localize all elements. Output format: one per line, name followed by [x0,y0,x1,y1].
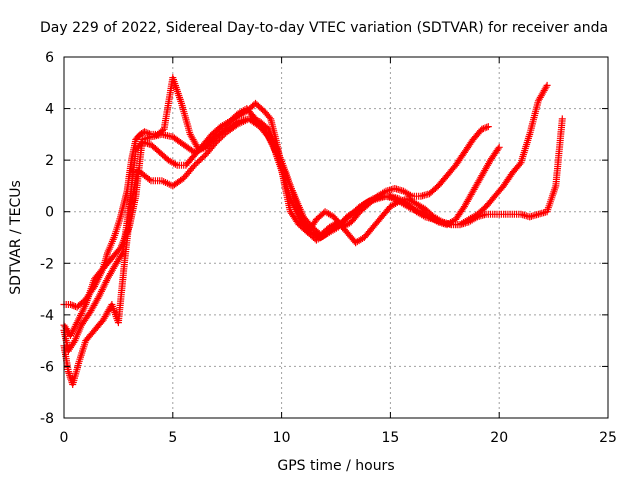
x-axis-label: GPS time / hours [277,458,394,474]
y-tick-label: -4 [40,308,54,324]
y-tick-label: 6 [45,50,54,66]
chart-title: Day 229 of 2022, Sidereal Day-to-day VTE… [40,20,608,36]
x-tick-label: 5 [168,430,177,446]
x-tick-label: 25 [599,430,617,446]
series-3-markers [60,81,551,388]
y-tick-label: -8 [40,411,54,427]
y-tick-label: 2 [45,153,54,169]
plot-frame [63,56,609,419]
x-tick-label: 10 [273,430,291,446]
x-tick-label: 20 [490,430,508,446]
data-points [60,74,566,388]
y-tick-label: -6 [40,359,54,375]
x-tick-label: 15 [381,430,399,446]
axis-ticks: 0 5 10 15 20 25 -8 -6 -4 -2 0 2 4 6 [40,50,617,446]
y-tick-label: 0 [45,205,54,221]
y-tick-label: 4 [45,102,54,118]
x-tick-label: 0 [60,430,69,446]
grid-lines [64,57,608,418]
y-tick-label: -2 [40,256,54,272]
series-3 [60,81,551,388]
y-axis-label: SDTVAR / TECUs [8,180,24,295]
